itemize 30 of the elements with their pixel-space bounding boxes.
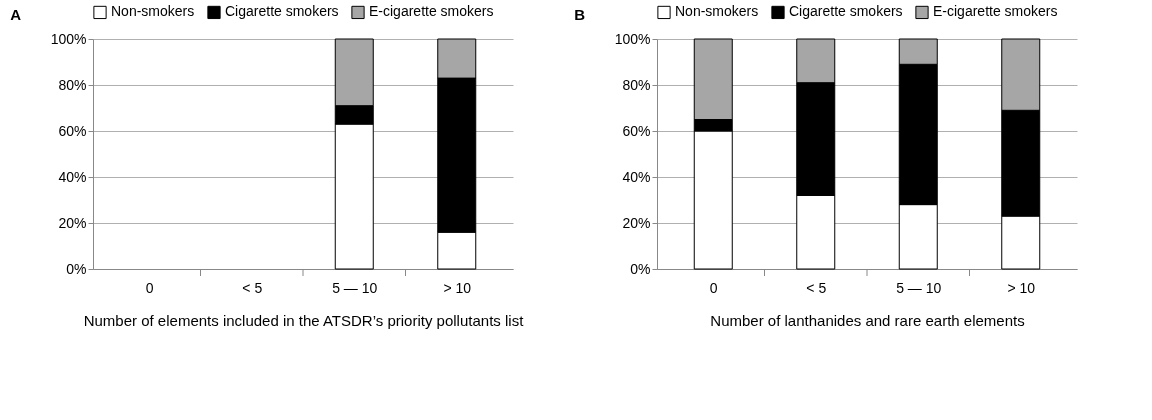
y-tick-label: 60%: [58, 122, 87, 139]
y-tick-label: 80%: [622, 76, 651, 93]
y-tick-label: 20%: [622, 214, 651, 231]
y-tick-label: 20%: [58, 214, 87, 231]
y-tick-label: 0%: [66, 260, 87, 277]
chart-title: A: [10, 6, 22, 23]
y-tick-label: 60%: [622, 122, 651, 139]
y-tick-label: 80%: [58, 76, 87, 93]
legend-label: Cigarette smokers: [789, 3, 903, 20]
x-tick-label: > 10: [1007, 279, 1036, 296]
legend-label: Non-smokers: [111, 3, 195, 20]
x-tick-label: < 5: [806, 279, 827, 296]
x-axis-title: Number of lanthanides and rare earth elements: [710, 311, 1025, 329]
x-tick-label: 5 — 10: [332, 279, 378, 296]
y-tick-label: 40%: [622, 168, 651, 185]
x-tick-label: > 10: [443, 279, 472, 296]
chart-title: B: [574, 6, 586, 23]
x-tick-label: < 5: [242, 279, 263, 296]
x-tick-label: 0: [709, 279, 718, 296]
y-tick-label: 100%: [614, 30, 651, 47]
legend-label: Non-smokers: [675, 3, 759, 20]
x-tick-label: 5 — 10: [896, 279, 942, 296]
legend-label: Cigarette smokers: [225, 3, 339, 20]
x-axis-title: Number of elements included in the ATSDR’s priority pollutants list: [83, 311, 525, 329]
x-tick-label: 0: [145, 279, 154, 296]
legend-label: E-cigarette smokers: [369, 3, 494, 20]
legend-label: E-cigarette smokers: [933, 3, 1058, 20]
y-tick-label: 100%: [50, 30, 87, 47]
y-tick-label: 0%: [630, 260, 651, 277]
y-tick-label: 40%: [58, 168, 87, 185]
